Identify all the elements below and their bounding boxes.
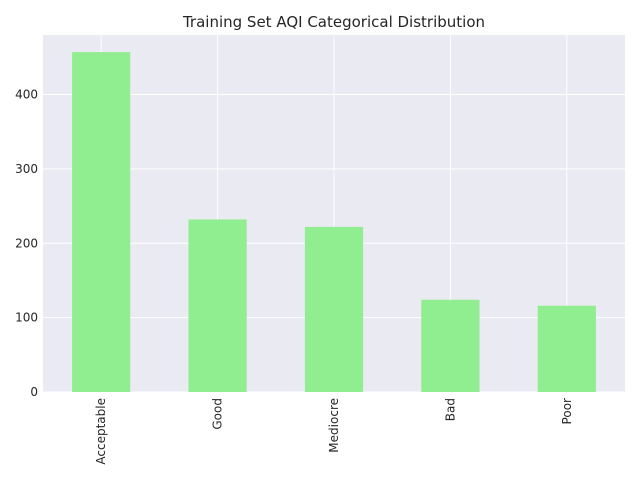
y-tick-label: 200 (15, 236, 38, 250)
x-tick-label: Bad (443, 398, 457, 421)
x-tick-label: Mediocre (327, 398, 341, 453)
y-tick-label: 100 (15, 311, 38, 325)
chart-title: Training Set AQI Categorical Distributio… (182, 13, 485, 31)
bar-bad (421, 299, 480, 392)
bar-mediocre (304, 226, 364, 392)
y-tick-label: 0 (30, 385, 38, 399)
x-tick-label: Good (211, 398, 225, 430)
x-tick-label: Poor (560, 398, 574, 424)
x-tick-label: Acceptable (94, 398, 108, 465)
bar-acceptable (72, 52, 131, 392)
y-tick-label: 400 (15, 88, 38, 102)
bar-poor (537, 305, 596, 392)
y-tick-label: 300 (15, 162, 38, 176)
plot-area: 0 100 200 300 400 Acceptable Good Mediocre Bad Po… (15, 35, 625, 465)
bar-good (188, 219, 247, 392)
